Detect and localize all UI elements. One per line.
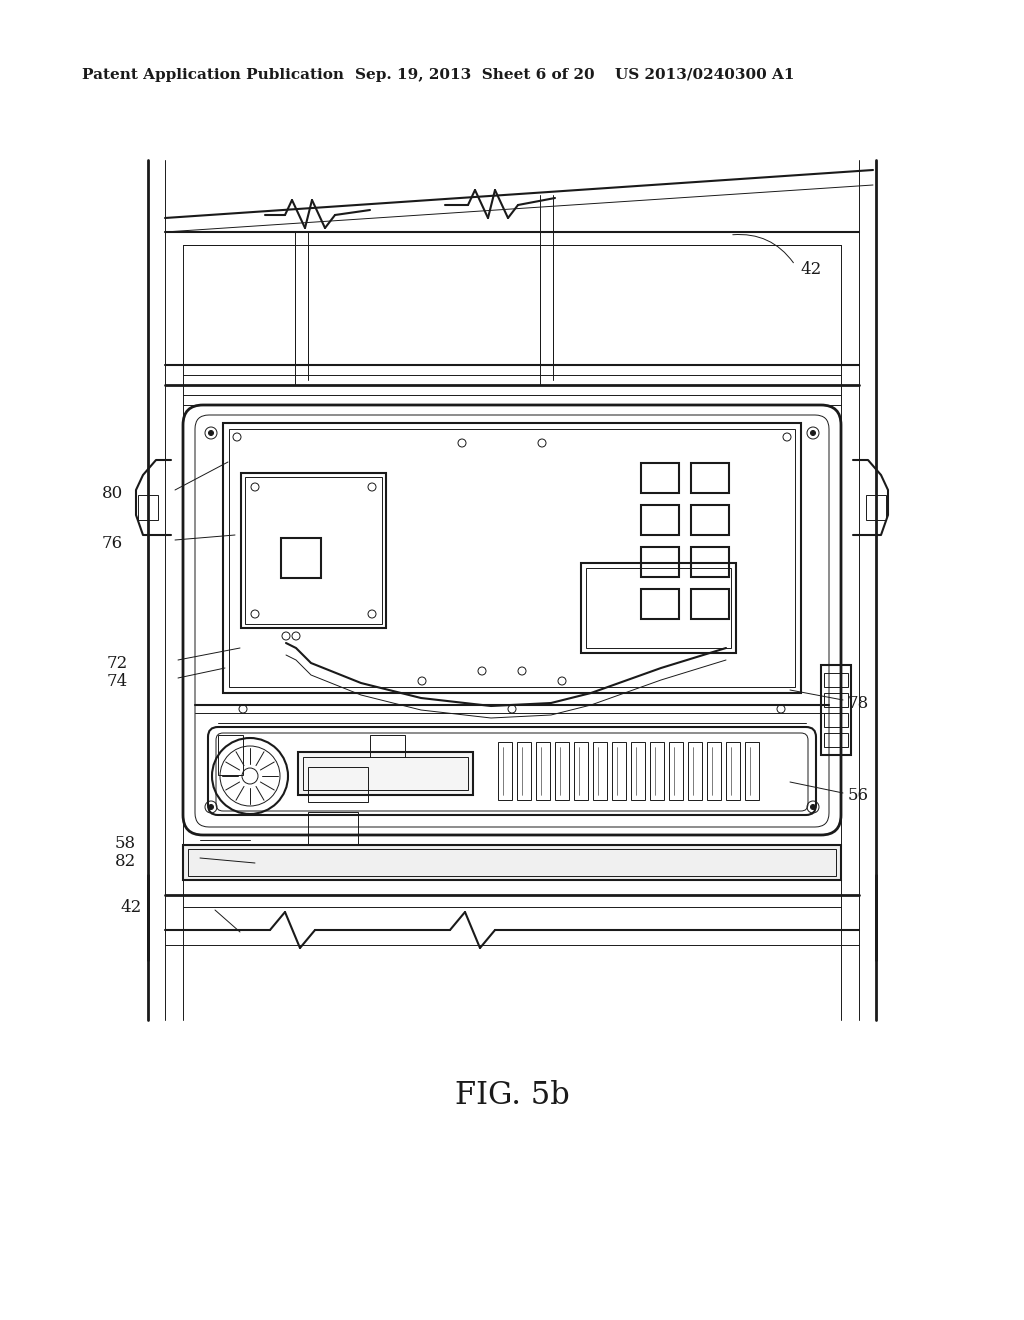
Bar	[824, 713, 848, 727]
Bar	[586, 568, 731, 648]
Bar	[218, 735, 243, 775]
Text: Sep. 19, 2013  Sheet 6 of 20: Sep. 19, 2013 Sheet 6 of 20	[355, 69, 595, 82]
Bar	[641, 589, 679, 619]
Circle shape	[209, 430, 213, 436]
Bar	[303, 756, 468, 789]
Bar	[188, 849, 836, 876]
Bar	[281, 539, 321, 578]
Bar	[641, 463, 679, 492]
Bar	[669, 742, 683, 800]
Bar	[555, 742, 569, 800]
Bar	[593, 742, 607, 800]
Bar	[183, 246, 295, 366]
Bar	[536, 742, 550, 800]
Bar	[370, 735, 406, 756]
Bar	[691, 506, 729, 535]
Text: 74: 74	[106, 672, 128, 689]
Bar	[308, 767, 368, 803]
Bar	[691, 546, 729, 577]
Text: 82: 82	[115, 853, 136, 870]
Text: Patent Application Publication: Patent Application Publication	[82, 69, 344, 82]
Text: 80: 80	[102, 484, 123, 502]
Circle shape	[811, 430, 815, 436]
Bar	[229, 429, 795, 686]
Text: 78: 78	[848, 694, 869, 711]
Text: 42: 42	[800, 261, 821, 279]
Bar	[498, 742, 512, 800]
Bar	[688, 742, 702, 800]
Bar	[517, 742, 531, 800]
Text: 56: 56	[848, 788, 869, 804]
Bar	[574, 742, 588, 800]
Bar	[581, 564, 736, 653]
Bar	[631, 742, 645, 800]
Bar	[308, 812, 358, 862]
Bar	[553, 246, 841, 366]
Text: 76: 76	[102, 535, 123, 552]
Bar	[241, 473, 386, 628]
Bar	[707, 742, 721, 800]
Bar	[691, 463, 729, 492]
Bar	[726, 742, 740, 800]
Bar	[612, 742, 626, 800]
Bar	[641, 506, 679, 535]
Bar	[821, 665, 851, 755]
Bar	[824, 673, 848, 686]
Bar	[641, 546, 679, 577]
Bar	[866, 495, 886, 520]
Bar	[308, 246, 540, 366]
Bar	[245, 477, 382, 624]
Text: US 2013/0240300 A1: US 2013/0240300 A1	[615, 69, 795, 82]
Bar	[745, 742, 759, 800]
Text: 58: 58	[115, 834, 136, 851]
Bar	[298, 752, 473, 795]
Bar	[650, 742, 664, 800]
Text: 72: 72	[106, 655, 128, 672]
Text: FIG. 5b: FIG. 5b	[455, 1080, 569, 1110]
Text: 42: 42	[120, 899, 141, 916]
Bar	[691, 589, 729, 619]
Bar	[223, 422, 801, 693]
Bar	[824, 733, 848, 747]
Bar	[824, 693, 848, 708]
Circle shape	[209, 804, 213, 809]
Bar	[183, 845, 841, 880]
Bar	[138, 495, 158, 520]
Circle shape	[811, 804, 815, 809]
